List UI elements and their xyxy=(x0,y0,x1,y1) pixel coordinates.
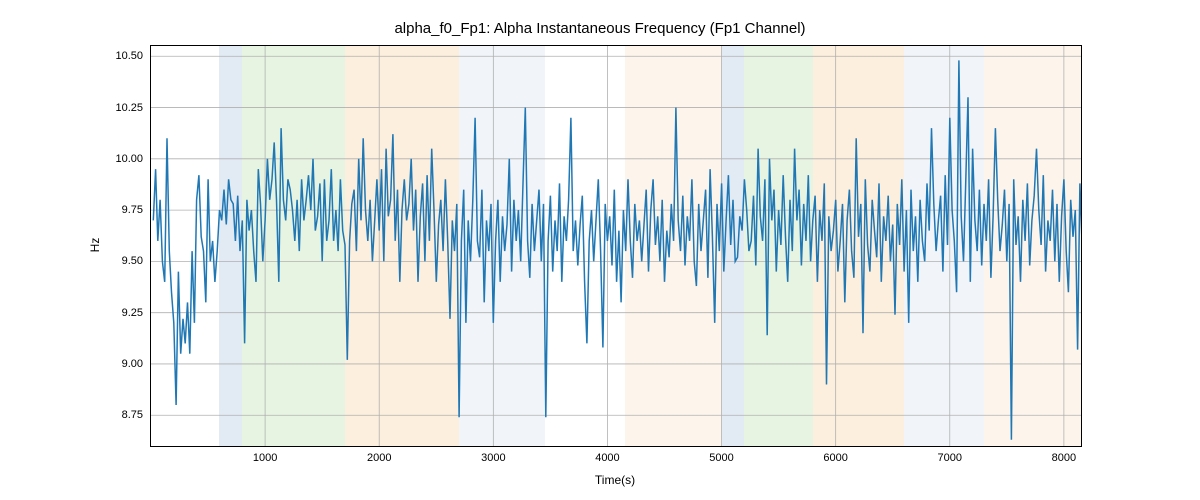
y-tick-label: 8.75 xyxy=(122,409,143,421)
y-tick-label: 10.50 xyxy=(115,50,143,62)
x-tick-label: 4000 xyxy=(595,452,619,464)
y-tick-label: 9.50 xyxy=(122,255,143,267)
y-tick-label: 9.75 xyxy=(122,204,143,216)
x-tick-label: 7000 xyxy=(938,452,962,464)
plot-area: 8.759.009.259.509.7510.0010.2510.50 1000… xyxy=(150,45,1082,447)
x-tick-label: 3000 xyxy=(481,452,505,464)
y-tick-label: 10.00 xyxy=(115,153,143,165)
y-tick-label: 9.25 xyxy=(122,307,143,319)
x-axis-label: Time(s) xyxy=(595,473,635,487)
chart-container: alpha_f0_Fp1: Alpha Instantaneous Freque… xyxy=(0,0,1200,500)
x-tick-label: 8000 xyxy=(1052,452,1076,464)
y-axis-label: Hz xyxy=(88,238,102,253)
line-series xyxy=(153,60,1081,439)
x-tick-label: 1000 xyxy=(253,452,277,464)
chart-title: alpha_f0_Fp1: Alpha Instantaneous Freque… xyxy=(394,20,805,37)
x-tick-label: 5000 xyxy=(709,452,733,464)
x-tick-label: 2000 xyxy=(367,452,391,464)
x-tick-label: 6000 xyxy=(823,452,847,464)
y-tick-label: 10.25 xyxy=(115,102,143,114)
line-series-layer xyxy=(151,46,1081,446)
y-tick-label: 9.00 xyxy=(122,358,143,370)
